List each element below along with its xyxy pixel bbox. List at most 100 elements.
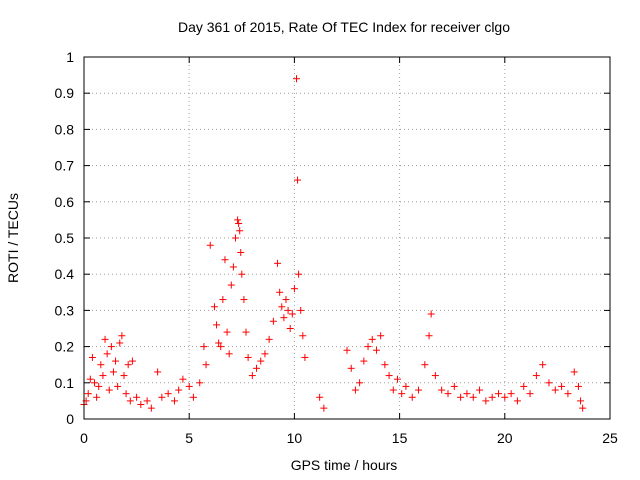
data-point <box>293 75 301 83</box>
data-point <box>237 248 245 256</box>
data-point <box>105 386 113 394</box>
data-point <box>294 176 302 184</box>
data-point <box>242 328 250 336</box>
data-point <box>494 390 502 398</box>
data-point <box>427 310 435 318</box>
data-point <box>221 256 229 264</box>
data-point <box>356 379 364 387</box>
data-point <box>219 296 227 304</box>
data-point <box>393 375 401 383</box>
data-point <box>248 372 256 380</box>
data-point <box>579 404 587 412</box>
data-point <box>372 346 380 354</box>
data-point <box>274 259 282 267</box>
data-point <box>164 390 172 398</box>
data-point <box>236 227 244 235</box>
data-point <box>128 357 136 365</box>
data-point <box>408 393 416 401</box>
data-point <box>91 379 99 387</box>
data-point <box>520 382 528 390</box>
data-point <box>137 401 145 409</box>
data-point <box>229 263 237 271</box>
data-point <box>231 234 239 242</box>
data-point <box>438 386 446 394</box>
y-tick-label: 0 <box>66 411 74 427</box>
data-point <box>389 386 397 394</box>
data-point <box>457 393 465 401</box>
data-point <box>170 397 178 405</box>
data-point <box>244 353 252 361</box>
data-point <box>450 382 458 390</box>
data-point <box>257 357 265 365</box>
data-point <box>299 332 307 340</box>
data-point <box>253 364 261 372</box>
data-point <box>189 393 197 401</box>
data-point <box>545 379 553 387</box>
y-tick-label: 0.3 <box>55 302 75 318</box>
plot-frame <box>83 56 611 420</box>
data-point <box>444 390 452 398</box>
data-point <box>269 317 277 325</box>
data-point <box>482 397 490 405</box>
data-point <box>122 390 130 398</box>
x-tick-label: 5 <box>185 430 193 446</box>
data-point <box>282 296 290 304</box>
data-point <box>431 372 439 380</box>
data-point <box>215 339 223 347</box>
data-point <box>234 216 242 224</box>
data-point <box>539 361 547 369</box>
data-point <box>402 382 410 390</box>
data-point <box>316 393 324 401</box>
data-points <box>80 75 587 412</box>
data-point <box>564 390 572 398</box>
data-point <box>421 361 429 369</box>
data-point <box>265 335 273 343</box>
data-point <box>210 303 218 311</box>
data-point <box>196 379 204 387</box>
data-point <box>202 361 210 369</box>
data-point <box>280 314 288 322</box>
data-point <box>217 343 225 351</box>
x-tick-label: 0 <box>80 430 88 446</box>
data-point <box>570 368 578 376</box>
data-point <box>120 372 128 380</box>
y-tick-labels: 0 0.1 0.2 0.3 0.4 0.5 0.6 0.7 0.8 0.9 1 <box>55 49 75 427</box>
data-point <box>84 390 92 398</box>
data-point <box>86 375 94 383</box>
data-point <box>488 393 496 401</box>
data-point <box>95 382 103 390</box>
data-point <box>109 368 117 376</box>
data-point <box>200 343 208 351</box>
data-point <box>288 310 296 318</box>
data-point <box>278 303 286 311</box>
data-point <box>532 372 540 380</box>
data-point <box>223 328 231 336</box>
y-tick-label: 0.4 <box>55 266 75 282</box>
y-tick-label: 0.2 <box>55 339 75 355</box>
data-point <box>240 296 248 304</box>
data-point <box>147 404 155 412</box>
data-point <box>415 386 423 394</box>
data-point <box>385 372 393 380</box>
data-point <box>301 353 309 361</box>
data-point <box>558 382 566 390</box>
data-point <box>213 321 221 329</box>
data-point <box>124 361 132 369</box>
grid-lines <box>84 57 610 419</box>
x-tick-label: 20 <box>497 430 513 446</box>
data-point <box>185 382 193 390</box>
data-point <box>114 382 122 390</box>
data-point <box>261 350 269 358</box>
y-tick-label: 0.8 <box>55 121 75 137</box>
data-point <box>227 281 235 289</box>
data-point <box>364 343 372 351</box>
data-point <box>286 325 294 332</box>
data-point <box>118 332 126 340</box>
x-axis-label: GPS time / hours <box>291 457 398 473</box>
data-point <box>88 353 96 361</box>
data-point <box>574 382 582 390</box>
data-point <box>158 393 166 401</box>
data-point <box>347 364 355 372</box>
data-point <box>320 404 328 412</box>
